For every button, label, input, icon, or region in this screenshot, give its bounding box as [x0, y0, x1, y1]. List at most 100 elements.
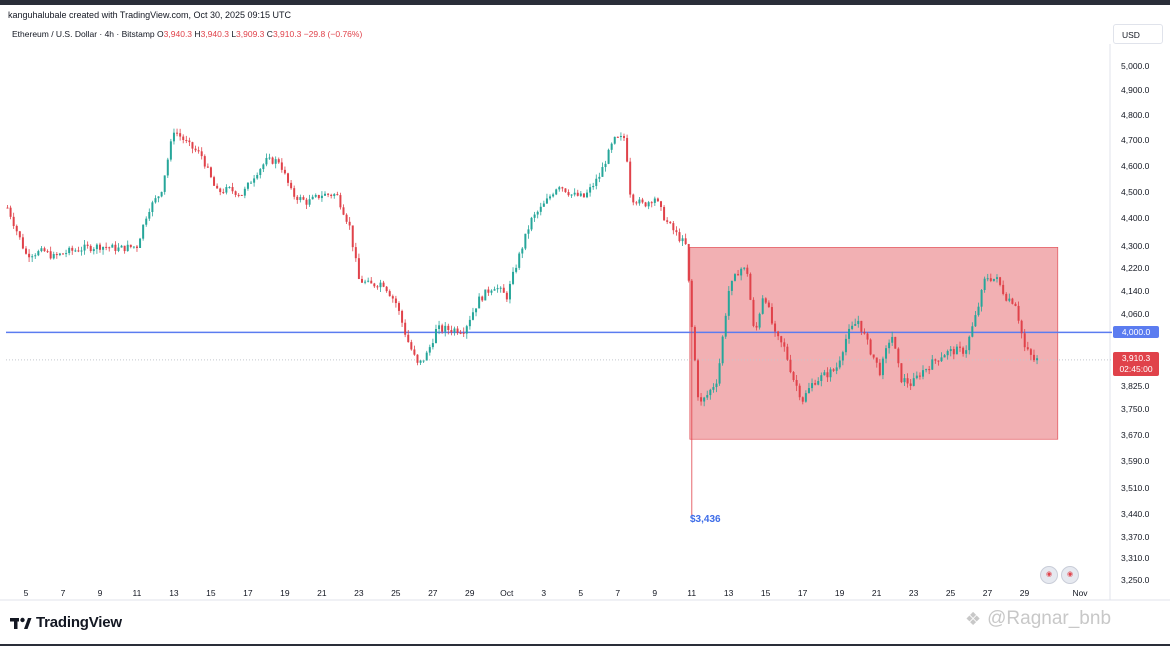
candle-body — [814, 383, 817, 385]
candle-body — [77, 250, 80, 252]
x-tick-label: 21 — [317, 588, 327, 598]
candle-body — [320, 195, 323, 199]
candle-body — [968, 336, 971, 351]
candle-body — [160, 191, 163, 197]
candle-body — [780, 336, 783, 343]
candle-body — [854, 324, 857, 326]
change-value: −29.8 (−0.76%) — [303, 29, 363, 39]
candle-body — [287, 173, 290, 183]
candle-body — [1020, 320, 1023, 334]
candle-body — [915, 375, 918, 379]
candle-body — [324, 193, 327, 196]
candle-body — [305, 199, 308, 205]
x-tick-label: 27 — [983, 588, 993, 598]
candle-body — [718, 363, 721, 384]
x-tick-label: 3 — [541, 588, 546, 598]
candle-body — [308, 199, 311, 205]
candle-body — [524, 233, 527, 249]
candle-body — [715, 383, 718, 388]
candle-body — [595, 178, 598, 186]
x-tick-label: 7 — [615, 588, 620, 598]
y-tick-label: 4,600.0 — [1121, 161, 1150, 171]
candle-body — [478, 296, 481, 309]
candle-body — [946, 351, 949, 356]
x-tick-label: 21 — [872, 588, 882, 598]
candle-body — [83, 244, 86, 251]
candle-body — [182, 136, 185, 141]
candle-body — [441, 325, 444, 332]
candle-body — [586, 192, 589, 198]
candle-body — [388, 291, 391, 297]
candle-body — [86, 244, 89, 246]
candle-body — [117, 247, 120, 251]
candle-body — [370, 280, 373, 284]
candle-body — [385, 286, 388, 292]
candle-body — [447, 325, 450, 331]
candle-body — [296, 196, 299, 200]
candle-body — [555, 189, 558, 195]
candle-body — [302, 197, 305, 200]
candle-body — [15, 225, 18, 232]
y-tick-label: 3,510.0 — [1121, 483, 1150, 493]
candle-body — [545, 198, 548, 204]
symbol-name[interactable]: Ethereum / U.S. Dollar · 4h · Bitstamp — [12, 29, 155, 39]
candle-body — [644, 202, 647, 207]
candle-body — [925, 369, 928, 371]
candle-body — [253, 178, 256, 183]
x-tick-label: 19 — [835, 588, 845, 598]
candle-body — [598, 176, 601, 179]
candle-body — [971, 326, 974, 337]
candle-body — [777, 331, 780, 337]
candle-body — [817, 381, 820, 385]
candle-body — [539, 206, 542, 212]
candle-body — [693, 327, 696, 361]
candle-body — [376, 286, 379, 288]
candle-body — [354, 247, 357, 259]
candle-body — [293, 188, 296, 197]
candle-body — [999, 277, 1002, 285]
candle-body — [219, 188, 222, 193]
candle-body — [123, 245, 126, 252]
x-tick-label: 27 — [428, 588, 438, 598]
candle-body — [317, 194, 320, 199]
candle-body — [761, 298, 764, 314]
last-price-tag: 3,910.3 02:45:00 — [1113, 352, 1159, 376]
candle-body — [684, 238, 687, 245]
candle-body — [505, 292, 508, 300]
candle-body — [512, 271, 515, 284]
candle-body — [878, 362, 881, 376]
candle-body — [213, 177, 216, 186]
candle-body — [157, 196, 160, 199]
high-label: H — [194, 29, 201, 39]
candle-body — [12, 216, 15, 226]
candle-body — [6, 207, 9, 209]
candle-body — [438, 325, 441, 330]
candle-body — [360, 278, 363, 283]
candle-body — [46, 251, 49, 253]
currency-selector[interactable]: USD — [1113, 24, 1163, 44]
candle-body — [1036, 358, 1039, 361]
candle-body — [706, 395, 709, 398]
candle-body — [515, 267, 518, 272]
candle-body — [231, 187, 234, 192]
y-tick-label: 4,400.0 — [1121, 213, 1150, 223]
candle-body — [71, 247, 74, 251]
candle-body — [1023, 333, 1026, 348]
candle-body — [246, 182, 249, 189]
flag-icon[interactable]: ◉ — [1040, 566, 1058, 584]
candle-body — [601, 167, 604, 177]
low-value: 3,909.3 — [236, 29, 265, 39]
candle-body — [422, 360, 425, 362]
candle-body — [561, 187, 564, 189]
candle-body — [194, 148, 197, 151]
open-label: O — [157, 29, 164, 39]
candle-body — [197, 150, 200, 152]
x-tick-label: 5 — [24, 588, 29, 598]
close-label: C — [266, 29, 273, 39]
candle-body — [986, 278, 989, 280]
candle-body — [783, 342, 786, 347]
flag-icon[interactable]: ◉ — [1061, 566, 1079, 584]
candle-body — [95, 244, 98, 250]
candle-body — [977, 306, 980, 316]
